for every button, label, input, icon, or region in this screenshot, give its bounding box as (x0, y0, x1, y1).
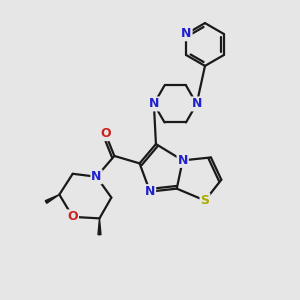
Text: N: N (145, 185, 155, 198)
Polygon shape (98, 218, 101, 235)
Text: O: O (100, 127, 111, 140)
Text: N: N (91, 170, 102, 183)
Text: N: N (149, 98, 159, 110)
Polygon shape (45, 195, 59, 203)
Text: S: S (200, 194, 209, 207)
Text: N: N (191, 98, 202, 110)
Text: N: N (178, 154, 188, 167)
Text: N: N (181, 27, 192, 40)
Text: O: O (68, 210, 78, 224)
